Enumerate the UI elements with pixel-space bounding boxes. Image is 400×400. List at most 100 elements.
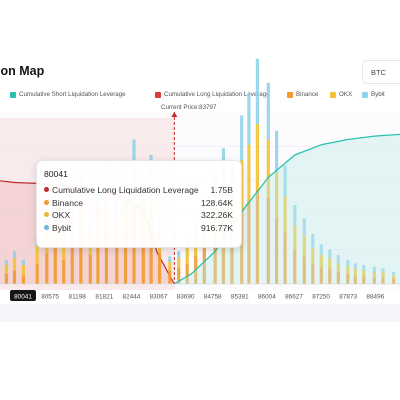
legend-swatch: [10, 91, 16, 98]
bar-okx: [12, 258, 17, 271]
bar-binance: [275, 218, 279, 284]
bar-okx: [35, 246, 39, 264]
current-price-arrow: [171, 112, 178, 117]
bar-binance: [132, 218, 136, 284]
bar-bybit: [346, 259, 350, 267]
bar-bybit: [381, 268, 385, 272]
bar-bybit: [328, 249, 332, 259]
bar-bybit: [372, 266, 376, 272]
tooltip-label: OKX: [52, 210, 71, 220]
bar-binance: [88, 254, 92, 284]
x-tick-label: 80575: [41, 293, 59, 300]
bar-bybit: [293, 204, 297, 226]
bar-bybit: [266, 82, 270, 140]
x-tick-label: 86627: [285, 293, 303, 300]
legend-item-okx[interactable]: OKX: [330, 91, 352, 98]
bar-okx: [353, 268, 357, 276]
bar-bybit: [12, 251, 17, 259]
x-tick-label: 83067: [150, 293, 168, 300]
bar-binance: [45, 253, 49, 284]
tooltip-dot: [44, 224, 49, 230]
x-tick-label: 88496: [366, 293, 384, 300]
bar-okx: [21, 265, 25, 276]
bar-binance: [240, 211, 244, 284]
legend-swatch: [287, 91, 293, 98]
bar-okx: [168, 261, 172, 271]
bar-binance: [96, 241, 100, 284]
bar-bybit: [336, 254, 340, 264]
bar-bybit: [247, 93, 251, 145]
bar-bybit: [255, 58, 259, 125]
bar-binance: [230, 232, 234, 284]
bar-okx: [362, 270, 366, 276]
x-tick-label: 82444: [123, 293, 141, 300]
tooltip-row-okx: OKX 322.26K: [44, 210, 241, 223]
tooltip-dot: [44, 199, 49, 205]
bar-binance: [177, 268, 181, 284]
bar-okx: [336, 263, 340, 272]
bar-okx: [177, 258, 181, 269]
bar-binance: [123, 232, 128, 284]
bar-binance: [293, 249, 297, 284]
bar-binance: [221, 223, 225, 284]
bar-okx: [275, 172, 279, 219]
bar-binance: [311, 263, 315, 284]
tooltip-label: Binance: [52, 197, 84, 208]
legend-item-bybit[interactable]: Bybit: [362, 91, 385, 98]
bar-binance: [255, 189, 259, 284]
bar-binance: [12, 270, 17, 284]
symbol-select[interactable]: BTC: [362, 60, 400, 84]
bar-binance: [115, 246, 119, 284]
legend-swatch: [362, 91, 368, 98]
x-tick-label: 83690: [177, 293, 195, 300]
tooltip-value: 1.75B: [210, 185, 233, 195]
bar-binance: [70, 242, 74, 284]
bar-binance: [158, 253, 162, 284]
bar-binance: [372, 277, 376, 284]
tooltip-row-long-leverage: Cumulative Long Liquidation Leverage 1.7…: [44, 185, 241, 198]
tooltip-row-bybit: Bybit 916.77K: [44, 223, 241, 236]
bar-binance: [168, 270, 172, 284]
tooltip-dot: [44, 212, 49, 217]
bar-binance: [149, 227, 153, 284]
tooltip-price: 80041: [44, 169, 68, 179]
x-tick-label: 80041: [14, 293, 32, 300]
bar-bybit: [177, 251, 181, 259]
bar-bybit: [311, 234, 315, 248]
bar-binance: [302, 256, 306, 284]
bar-binance: [35, 263, 39, 284]
bar-okx: [283, 196, 287, 233]
chart-legend: Cumulative Short Liquidation Leverage Cu…: [0, 91, 400, 103]
bar-binance: [353, 275, 357, 284]
x-tick-label: 84758: [204, 293, 222, 300]
bar-binance: [336, 272, 340, 284]
bar-okx: [328, 258, 332, 269]
legend-item-binance[interactable]: Binance: [287, 91, 318, 98]
legend-swatch: [330, 91, 336, 98]
legend-label: OKX: [339, 91, 353, 98]
bar-bybit: [353, 263, 357, 269]
bar-binance: [283, 232, 287, 284]
bar-binance: [266, 198, 270, 284]
lower-pane: [0, 304, 400, 322]
chart-tooltip: 80041 Cumulative Long Liquidation Levera…: [36, 160, 242, 248]
x-tick-highlight: [10, 290, 36, 301]
bar-okx: [319, 254, 323, 267]
short-leverage-line: [173, 133, 400, 285]
page-title: ion Map: [0, 64, 45, 78]
bar-binance: [79, 234, 83, 284]
bar-binance: [21, 275, 25, 284]
current-price-label: Current Price:83797: [161, 104, 217, 111]
tooltip-row-binance: Binance 128.64K: [44, 198, 241, 211]
bar-binance: [381, 277, 385, 284]
bar-binance: [53, 247, 57, 284]
bar-binance: [141, 239, 145, 284]
bar-okx: [62, 241, 66, 260]
bar-binance: [328, 268, 332, 284]
legend-item-long-leverage[interactable]: Cumulative Long Liquidation Leverage: [155, 91, 270, 98]
x-tick-label: 87873: [339, 293, 357, 300]
bar-okx: [392, 275, 396, 279]
legend-item-short-leverage[interactable]: Cumulative Short Liquidation Leverage: [10, 91, 126, 98]
legend-label: Cumulative Short Liquidation Leverage: [19, 91, 126, 98]
bar-okx: [4, 265, 8, 274]
